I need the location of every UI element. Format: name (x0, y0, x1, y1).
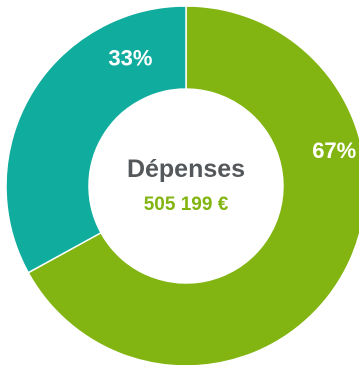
donut-slice-0 (27, 5, 359, 365)
donut-slice-1 (5, 5, 187, 274)
center-value: 505 199 € (144, 194, 229, 215)
slice-label-1: 33% (108, 46, 152, 71)
slice-labels: 67% 33% (108, 46, 356, 164)
donut-slices (5, 5, 359, 365)
center-title: Dépenses (127, 155, 245, 183)
slice-label-0: 67% (312, 138, 356, 163)
